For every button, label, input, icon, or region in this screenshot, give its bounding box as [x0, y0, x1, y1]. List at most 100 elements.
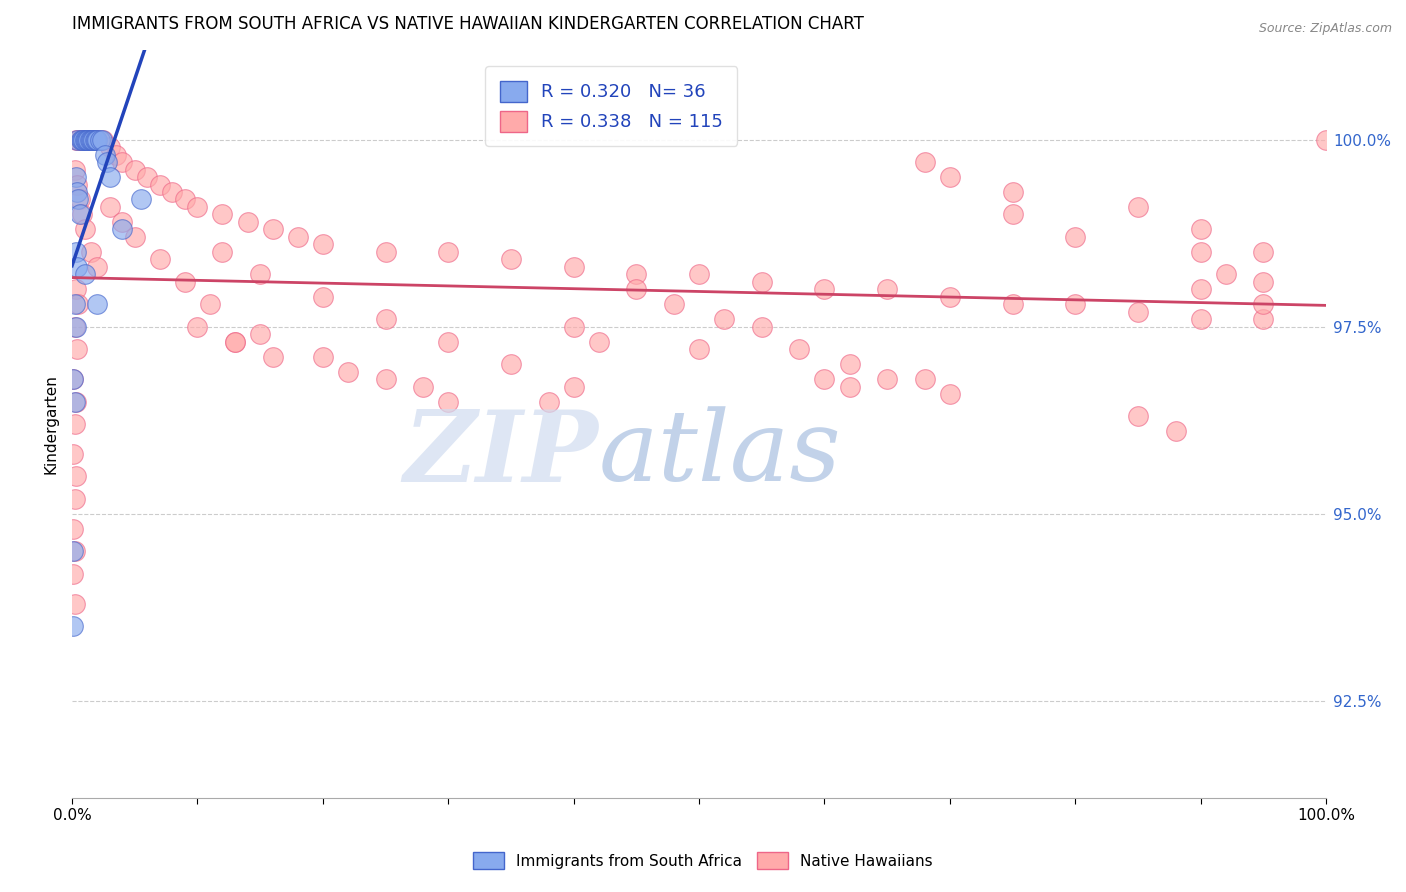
Text: Source: ZipAtlas.com: Source: ZipAtlas.com	[1258, 22, 1392, 36]
Point	[224, 334, 246, 349]
Point	[76, 133, 98, 147]
Point	[1126, 409, 1149, 424]
Point	[70, 207, 93, 221]
Point	[262, 350, 284, 364]
Point	[63, 162, 86, 177]
Point	[63, 297, 86, 311]
Point	[93, 147, 115, 161]
Point	[89, 133, 111, 147]
Point	[65, 244, 87, 259]
Text: IMMIGRANTS FROM SOUTH AFRICA VS NATIVE HAWAIIAN KINDERGARTEN CORRELATION CHART: IMMIGRANTS FROM SOUTH AFRICA VS NATIVE H…	[72, 15, 863, 33]
Point	[1189, 244, 1212, 259]
Point	[73, 268, 96, 282]
Point	[336, 365, 359, 379]
Point	[626, 282, 648, 296]
Point	[312, 290, 335, 304]
Point	[662, 297, 685, 311]
Point	[63, 417, 86, 431]
Point	[65, 282, 87, 296]
Point	[186, 200, 208, 214]
Point	[876, 282, 898, 296]
Point	[838, 357, 860, 371]
Point	[124, 162, 146, 177]
Point	[65, 394, 87, 409]
Point	[1253, 297, 1275, 311]
Point	[1064, 297, 1087, 311]
Point	[86, 133, 108, 147]
Point	[84, 133, 107, 147]
Point	[67, 297, 90, 311]
Point	[63, 491, 86, 506]
Point	[939, 387, 962, 401]
Point	[437, 244, 460, 259]
Point	[62, 372, 84, 386]
Point	[83, 133, 105, 147]
Point	[312, 350, 335, 364]
Point	[62, 619, 84, 633]
Point	[162, 185, 184, 199]
Point	[1253, 275, 1275, 289]
Point	[65, 169, 87, 184]
Point	[62, 566, 84, 581]
Point	[124, 230, 146, 244]
Point	[499, 357, 522, 371]
Point	[86, 260, 108, 274]
Point	[312, 237, 335, 252]
Point	[136, 169, 159, 184]
Point	[813, 372, 835, 386]
Point	[77, 133, 100, 147]
Point	[374, 244, 396, 259]
Point	[914, 155, 936, 169]
Point	[713, 312, 735, 326]
Point	[79, 133, 101, 147]
Point	[1001, 297, 1024, 311]
Point	[1215, 268, 1237, 282]
Point	[236, 215, 259, 229]
Point	[374, 372, 396, 386]
Point	[499, 252, 522, 267]
Point	[173, 193, 195, 207]
Point	[98, 169, 121, 184]
Point	[65, 133, 87, 147]
Point	[1189, 282, 1212, 296]
Point	[111, 215, 134, 229]
Point	[751, 319, 773, 334]
Point	[67, 133, 90, 147]
Point	[62, 544, 84, 558]
Point	[83, 133, 105, 147]
Point	[72, 133, 94, 147]
Point	[1126, 200, 1149, 214]
Point	[86, 297, 108, 311]
Point	[69, 133, 91, 147]
Point	[129, 193, 152, 207]
Point	[80, 244, 103, 259]
Point	[86, 133, 108, 147]
Point	[62, 522, 84, 536]
Point	[66, 342, 89, 356]
Point	[111, 222, 134, 236]
Point	[914, 372, 936, 386]
Point	[537, 394, 560, 409]
Point	[688, 268, 710, 282]
Point	[93, 133, 115, 147]
Point	[224, 334, 246, 349]
Point	[66, 133, 89, 147]
Point	[287, 230, 309, 244]
Y-axis label: Kindergarten: Kindergarten	[44, 374, 58, 474]
Point	[198, 297, 221, 311]
Point	[374, 312, 396, 326]
Point	[249, 327, 271, 342]
Point	[69, 193, 91, 207]
Point	[149, 252, 172, 267]
Point	[96, 155, 118, 169]
Point	[1001, 207, 1024, 221]
Point	[1189, 222, 1212, 236]
Point	[939, 290, 962, 304]
Point	[63, 394, 86, 409]
Point	[69, 207, 91, 221]
Point	[1001, 185, 1024, 199]
Point	[73, 133, 96, 147]
Point	[62, 372, 84, 386]
Point	[66, 185, 89, 199]
Point	[98, 200, 121, 214]
